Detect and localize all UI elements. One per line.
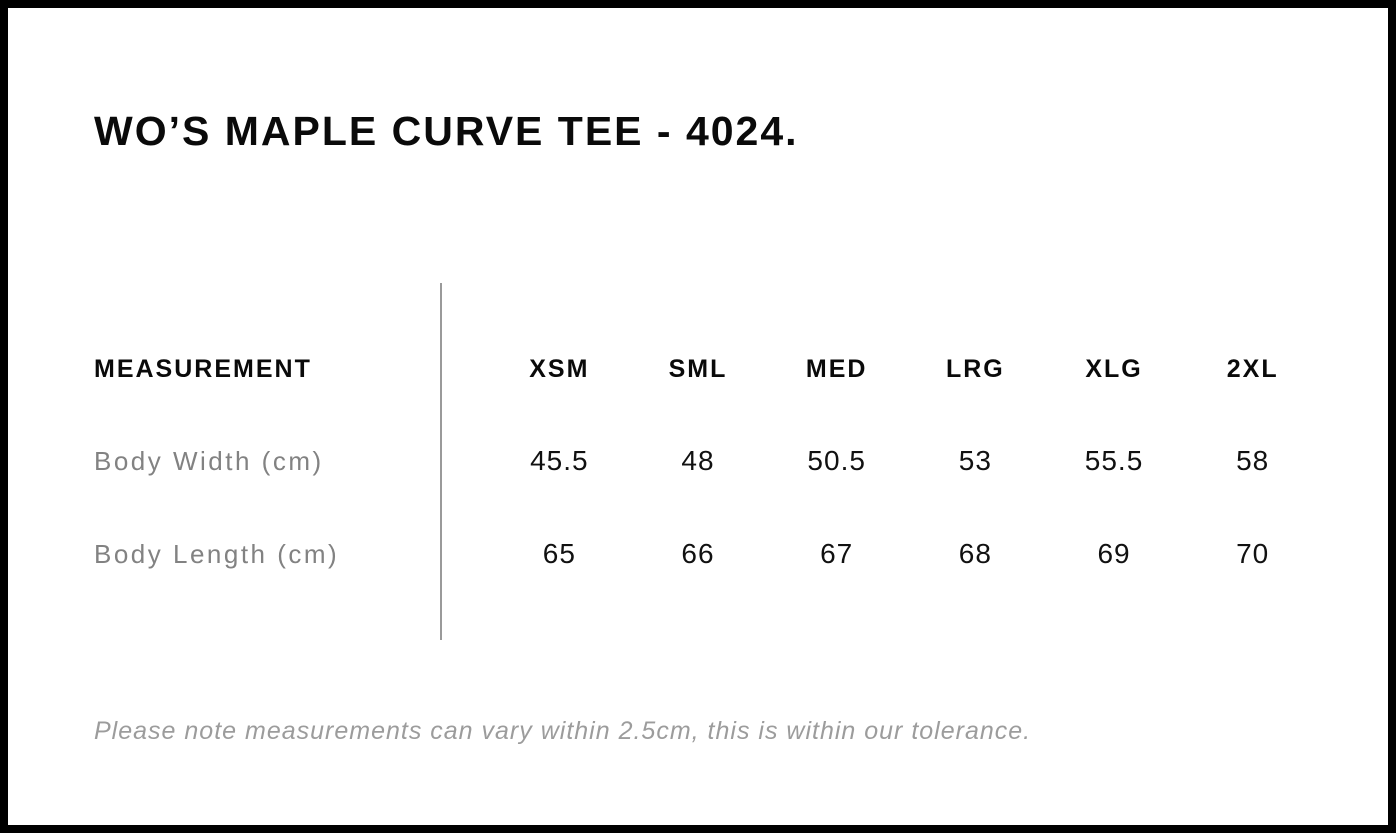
size-table: MEASUREMENT XSM SML MED LRG XLG 2XL Body… <box>94 283 1322 640</box>
table-row-body-width: Body Width (cm) 45.5 48 50.5 53 55.5 58 <box>94 445 1322 477</box>
body-length-xsm: 65 <box>542 538 576 569</box>
body-width-med: 50.5 <box>807 445 866 476</box>
body-width-sml: 48 <box>681 445 715 476</box>
size-table-header-row: MEASUREMENT XSM SML MED LRG XLG 2XL <box>94 354 1322 384</box>
body-length-xlg: 69 <box>1097 538 1131 569</box>
body-length-2xl: 70 <box>1236 538 1270 569</box>
body-width-xsm: 45.5 <box>530 445 589 476</box>
body-width-lrg: 53 <box>958 445 992 476</box>
row-label-body-length: Body Length (cm) <box>94 539 340 569</box>
tolerance-note: Please note measurements can vary within… <box>94 717 1032 745</box>
size-header-med: MED <box>805 355 868 383</box>
body-width-xlg: 55.5 <box>1084 445 1144 476</box>
body-width-2xl: 58 <box>1236 445 1270 476</box>
row-label-body-width: Body Width (cm) <box>94 446 324 476</box>
size-header-xsm: XSM <box>529 355 590 383</box>
measurement-column-header: MEASUREMENT <box>94 355 312 383</box>
product-title: WO’S MAPLE CURVE TEE - 4024. <box>94 108 799 154</box>
size-header-2xl: 2XL <box>1226 355 1279 383</box>
body-length-sml: 66 <box>681 538 715 569</box>
column-divider <box>440 283 442 640</box>
body-length-med: 67 <box>820 538 854 569</box>
table-row-body-length: Body Length (cm) 65 66 67 68 69 70 <box>94 538 1322 570</box>
size-header-sml: SML <box>668 355 728 383</box>
size-header-lrg: LRG <box>945 355 1005 383</box>
body-length-lrg: 68 <box>958 538 992 569</box>
size-header-xlg: XLG <box>1085 355 1143 383</box>
